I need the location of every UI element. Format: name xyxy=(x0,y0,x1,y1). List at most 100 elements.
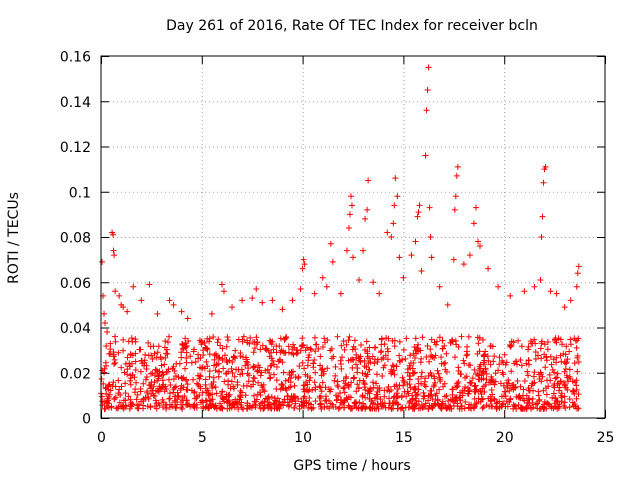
roti-point xyxy=(112,359,119,366)
roti-point xyxy=(137,368,144,375)
roti-point xyxy=(244,361,251,368)
roti-point xyxy=(277,386,284,393)
roti-point xyxy=(337,361,344,368)
roti-point xyxy=(358,404,365,411)
roti-point xyxy=(465,333,472,340)
roti-point xyxy=(128,335,135,342)
roti-point xyxy=(574,368,581,375)
roti-point xyxy=(523,405,530,412)
roti-point xyxy=(324,403,331,410)
roti-point xyxy=(399,404,406,411)
roti-point xyxy=(342,375,349,382)
roti-point xyxy=(115,377,122,384)
roti-point xyxy=(220,288,227,295)
roti-point xyxy=(250,349,257,356)
roti-point xyxy=(154,310,161,317)
roti-point xyxy=(299,265,306,272)
roti-point xyxy=(365,387,372,394)
roti-point xyxy=(482,348,489,355)
roti-point xyxy=(441,380,448,387)
roti-point xyxy=(357,359,364,366)
roti-point xyxy=(394,405,401,412)
roti-point xyxy=(334,333,341,340)
roti-point xyxy=(510,386,517,393)
roti-point xyxy=(410,370,417,377)
roti-point xyxy=(571,390,578,397)
roti-point xyxy=(412,347,419,354)
roti-point xyxy=(279,359,286,366)
roti-point xyxy=(319,379,326,386)
roti-point xyxy=(431,354,438,361)
roti-point xyxy=(202,376,209,383)
roti-point xyxy=(280,369,287,376)
roti-point xyxy=(463,352,470,359)
roti-point xyxy=(363,373,370,380)
roti-point xyxy=(381,400,388,407)
roti-point xyxy=(348,379,355,386)
roti-point xyxy=(219,345,226,352)
roti-point xyxy=(493,405,500,412)
roti-point xyxy=(412,395,419,402)
roti-point xyxy=(273,377,280,384)
roti-point xyxy=(122,390,129,397)
roti-point xyxy=(221,398,228,405)
roti-point xyxy=(327,240,334,247)
roti-point xyxy=(424,86,431,93)
roti-point xyxy=(507,292,514,299)
roti-point xyxy=(567,297,574,304)
roti-point xyxy=(244,370,251,377)
roti-point xyxy=(257,346,264,353)
roti-point xyxy=(471,383,478,390)
roti-point xyxy=(452,394,459,401)
roti-point xyxy=(187,353,194,360)
roti-point xyxy=(304,344,311,351)
roti-point xyxy=(532,401,539,408)
roti-point xyxy=(385,404,392,411)
roti-point xyxy=(204,363,211,370)
roti-point xyxy=(392,175,399,182)
x-tick-label: 10 xyxy=(294,430,312,446)
roti-point xyxy=(126,363,133,370)
roti-point xyxy=(102,319,109,326)
roti-point xyxy=(251,375,258,382)
roti-point xyxy=(126,360,133,367)
roti-point xyxy=(157,354,164,361)
roti-point xyxy=(402,355,409,362)
roti-point xyxy=(218,281,225,288)
roti-point xyxy=(427,346,434,353)
roti-point xyxy=(400,274,407,281)
roti-point xyxy=(470,405,477,412)
roti-point xyxy=(278,347,285,354)
roti-point xyxy=(127,396,134,403)
roti-point xyxy=(199,389,206,396)
roti-point xyxy=(156,373,163,380)
roti-point xyxy=(541,351,548,358)
roti-point xyxy=(575,263,582,270)
x-axis-title: GPS time / hours xyxy=(293,458,410,474)
roti-point xyxy=(517,383,524,390)
roti-point xyxy=(106,381,113,388)
x-tick-labels: 0 5 10 15 20 25 xyxy=(97,430,614,446)
roti-point xyxy=(210,362,217,369)
roti-point xyxy=(479,369,486,376)
roti-point xyxy=(240,333,247,340)
roti-point xyxy=(436,386,443,393)
roti-point xyxy=(115,404,122,411)
roti-point xyxy=(316,394,323,401)
roti-point xyxy=(206,373,213,380)
roti-point xyxy=(436,334,443,341)
roti-point xyxy=(103,385,110,392)
roti-point xyxy=(138,297,145,304)
roti-point xyxy=(316,383,323,390)
roti-point xyxy=(305,404,312,411)
roti-point xyxy=(461,360,468,367)
roti-point xyxy=(131,374,138,381)
roti-point xyxy=(418,267,425,274)
roti-point xyxy=(475,395,482,402)
roti-point xyxy=(525,357,532,364)
roti-point xyxy=(203,389,210,396)
data-points xyxy=(98,64,582,412)
roti-point xyxy=(138,357,145,364)
roti-point xyxy=(295,395,302,402)
roti-point xyxy=(405,404,412,411)
